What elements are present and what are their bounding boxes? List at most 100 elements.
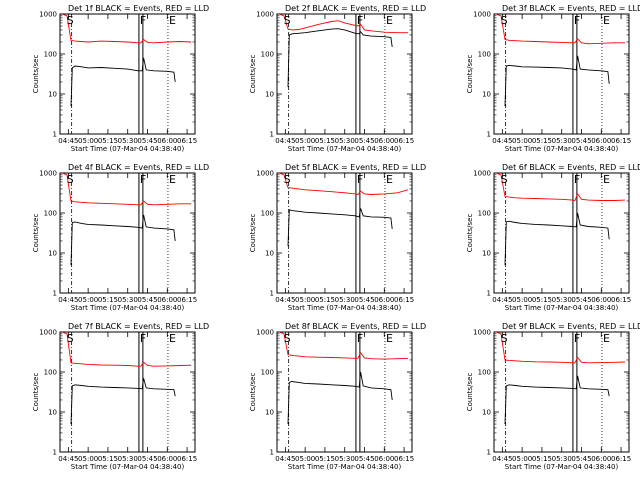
x-tick-label: 05:15 — [315, 455, 335, 463]
detector-panel: Det 7f BLACK = Events, RED = LLD 1 10 100 10… — [32, 322, 209, 471]
y-axis-label: Counts/sec — [32, 373, 40, 412]
marker-label: S — [284, 332, 291, 345]
x-tick-label: 04:45 — [275, 137, 295, 145]
x-tick-label: 05:30 — [552, 137, 572, 145]
x-tick-label: 06:15 — [394, 455, 414, 463]
x-tick-label: 06:00 — [591, 455, 611, 463]
x-tick-label: 04:45 — [58, 296, 78, 304]
x-tick-label: 05:00 — [512, 455, 532, 463]
x-tick-label: 06:15 — [611, 455, 631, 463]
panel-title: Det 5f BLACK = Events, RED = LLD — [285, 163, 426, 172]
x-tick-label: 05:15 — [532, 137, 552, 145]
x-tick-label: 05:00 — [512, 137, 532, 145]
detector-panel: Det 2f BLACK = Events, RED = LLD 1 10 100 10… — [249, 4, 426, 153]
panel-title: Det 6f BLACK = Events, RED = LLD — [502, 163, 640, 172]
x-tick-label: 05:30 — [335, 455, 355, 463]
x-tick-label: 05:30 — [118, 455, 138, 463]
x-tick-label: 05:45 — [137, 137, 157, 145]
marker-label: S — [67, 332, 74, 345]
marker-label: F — [357, 173, 363, 186]
marker-label: E — [169, 173, 176, 186]
x-tick-label: 05:45 — [354, 296, 374, 304]
y-axis-label: Counts/sec — [466, 373, 474, 412]
events-series-line — [287, 28, 393, 88]
detector-panel: Det 9f BLACK = Events, RED = LLD 1 10 100 10… — [466, 322, 640, 471]
marker-label: S — [284, 173, 291, 186]
x-tick-label: 05:45 — [137, 455, 157, 463]
plot-frame — [59, 13, 196, 135]
marker-label: E — [603, 14, 610, 27]
x-tick-label: 04:45 — [58, 455, 78, 463]
y-tick-label: 1000 — [473, 329, 491, 337]
marker-label: F — [574, 173, 580, 186]
y-tick-label: 100 — [44, 51, 57, 59]
x-tick-label: 05:30 — [552, 455, 572, 463]
y-tick-label: 10 — [48, 250, 57, 258]
y-tick-label: 1000 — [39, 170, 57, 178]
lld-series-line — [278, 173, 409, 196]
marker-label: E — [386, 14, 393, 27]
x-tick-label: 05:45 — [354, 455, 374, 463]
x-tick-label: 05:30 — [335, 296, 355, 304]
x-tick-label: 05:30 — [552, 296, 572, 304]
lld-series-line — [278, 332, 409, 360]
x-tick-label: 05:45 — [571, 296, 591, 304]
x-tick-label: 04:45 — [492, 137, 512, 145]
y-tick-label: 1000 — [473, 170, 491, 178]
marker-label: S — [501, 173, 508, 186]
detector-panel: Det 4f BLACK = Events, RED = LLD 1 10 100 10… — [32, 163, 209, 312]
y-tick-label: 10 — [482, 91, 491, 99]
marker-label: S — [284, 14, 291, 27]
lld-series-line — [61, 14, 192, 44]
x-axis-label: Start Time (07-Mar-04 04:38:40) — [71, 463, 185, 471]
plot-frame — [59, 172, 196, 294]
detector-panel: Det 1f BLACK = Events, RED = LLD 1 10 100 10… — [32, 4, 209, 153]
detector-panel: Det 5f BLACK = Events, RED = LLD 1 10 100 10… — [249, 163, 426, 312]
y-tick-label: 1 — [53, 449, 57, 457]
marker-label: E — [603, 173, 610, 186]
y-tick-label: 100 — [261, 51, 274, 59]
events-series-line — [287, 208, 393, 247]
detector-panel: Det 3f BLACK = Events, RED = LLD 1 10 100 10… — [466, 4, 640, 153]
y-axis-label: Counts/sec — [249, 373, 257, 412]
y-axis-label: Counts/sec — [466, 214, 474, 253]
events-series-line — [70, 214, 176, 266]
lld-series-line — [495, 173, 626, 201]
lld-series-line — [61, 332, 192, 367]
x-tick-label: 06:15 — [611, 296, 631, 304]
x-tick-label: 06:00 — [157, 455, 177, 463]
x-tick-label: 05:15 — [532, 455, 552, 463]
marker-label: F — [357, 332, 363, 345]
y-tick-label: 10 — [48, 91, 57, 99]
marker-label: E — [603, 332, 610, 345]
y-axis-label: Counts/sec — [32, 214, 40, 253]
y-tick-label: 100 — [478, 51, 491, 59]
x-tick-label: 04:45 — [275, 296, 295, 304]
y-tick-label: 10 — [48, 409, 57, 417]
x-tick-label: 05:15 — [98, 455, 118, 463]
x-axis-label: Start Time (07-Mar-04 04:38:40) — [71, 145, 185, 153]
x-tick-label: 05:15 — [532, 296, 552, 304]
lld-series-line — [278, 14, 408, 34]
marker-label: F — [140, 173, 146, 186]
events-series-line — [70, 378, 176, 425]
x-tick-label: 05:15 — [98, 137, 118, 145]
marker-label: S — [501, 14, 508, 27]
y-tick-label: 1 — [53, 131, 57, 139]
y-tick-label: 1 — [270, 290, 274, 298]
y-tick-label: 100 — [261, 210, 274, 218]
y-tick-label: 1 — [487, 290, 491, 298]
panel-title: Det 9f BLACK = Events, RED = LLD — [502, 322, 640, 331]
x-tick-label: 05:15 — [315, 137, 335, 145]
x-tick-label: 04:45 — [492, 296, 512, 304]
detector-panel: Det 6f BLACK = Events, RED = LLD 1 10 100 10… — [466, 163, 640, 312]
panel-title: Det 1f BLACK = Events, RED = LLD — [68, 4, 209, 13]
x-tick-label: 05:30 — [118, 137, 138, 145]
x-tick-label: 05:45 — [571, 455, 591, 463]
x-axis-label: Start Time (07-Mar-04 04:38:40) — [71, 304, 185, 312]
x-tick-label: 06:00 — [157, 296, 177, 304]
y-tick-label: 100 — [44, 210, 57, 218]
y-tick-label: 10 — [482, 409, 491, 417]
events-series-line — [70, 57, 176, 107]
